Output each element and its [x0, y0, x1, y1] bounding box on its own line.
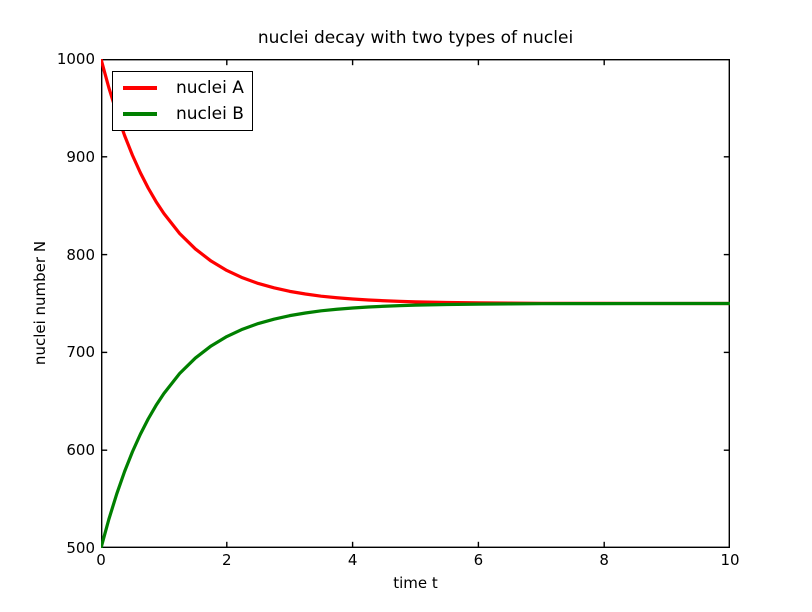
- legend-line-sample: [123, 112, 157, 116]
- x-tick-label: 8: [599, 551, 609, 569]
- y-tick-label: 600: [66, 441, 95, 460]
- x-tick-label: 6: [473, 551, 484, 569]
- y-tick-label: 1000: [56, 50, 95, 68]
- y-tick-label: 500: [66, 539, 95, 557]
- legend: nuclei A nuclei B: [112, 71, 253, 131]
- y-axis-label: nuclei number N: [31, 240, 49, 366]
- chart-title: nuclei decay with two types of nuclei: [257, 28, 574, 48]
- y-tick-label: 800: [66, 245, 95, 264]
- x-tick-label: 10: [720, 551, 740, 569]
- x-axis-label: time t: [393, 574, 438, 592]
- x-tick-label: 0: [96, 551, 106, 569]
- legend-entry-nuclei-a: nuclei A: [123, 75, 244, 101]
- x-tick-label: 2: [222, 551, 232, 569]
- y-tick-label: 900: [66, 147, 95, 166]
- legend-label: nuclei B: [176, 104, 244, 124]
- legend-label: nuclei A: [176, 78, 244, 98]
- plot-area: nuclei A nuclei B: [101, 59, 730, 548]
- x-tick-label: 4: [347, 551, 358, 569]
- legend-line-sample: [123, 86, 157, 90]
- plot-canvas: [101, 59, 730, 548]
- series-line-nuclei-b: [101, 301, 730, 548]
- legend-entry-nuclei-b: nuclei B: [123, 101, 244, 127]
- y-tick-label: 700: [66, 343, 95, 362]
